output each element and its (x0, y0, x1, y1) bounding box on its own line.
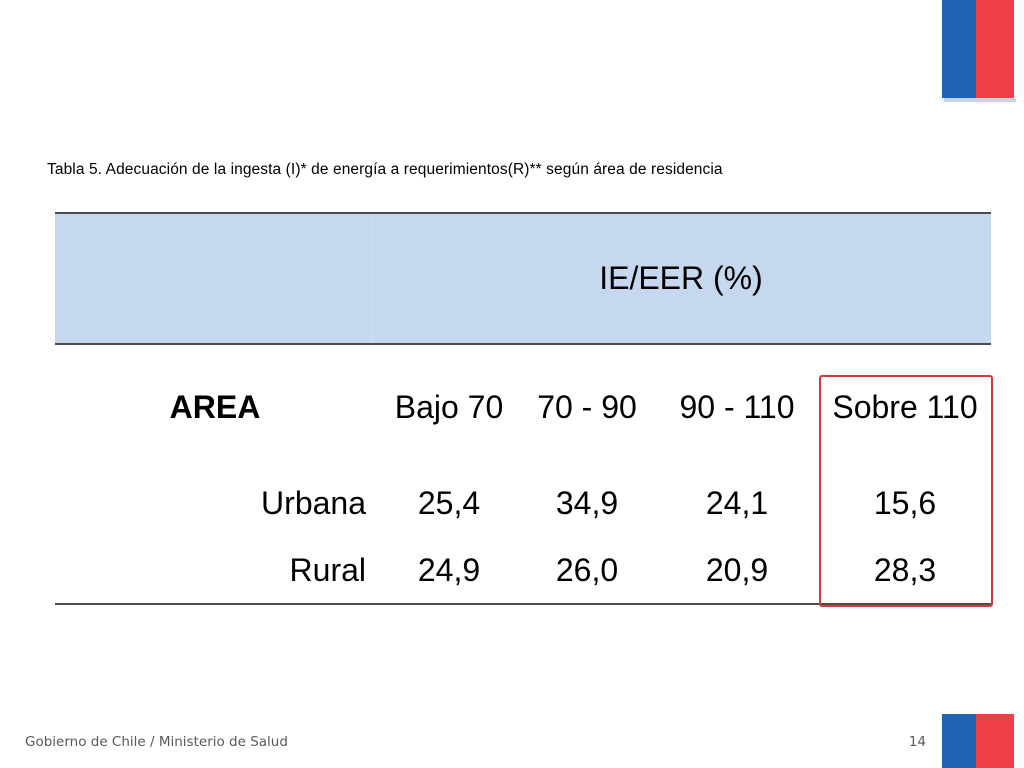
table-cell: 34,9 (555, 485, 619, 521)
table-caption: Tabla 5. Adecuación de la ingesta (I)* d… (47, 161, 723, 178)
footer-text: Gobierno de Chile / Ministerio de Salud (25, 734, 288, 750)
column-header: 90 - 110 (679, 389, 795, 425)
highlight-box-sobre-110 (819, 375, 993, 607)
flag-red-stripe (976, 0, 1014, 98)
column-header: Bajo 70 (394, 389, 504, 425)
chile-flag-logo-top (942, 0, 1016, 102)
flag-blue-stripe (942, 714, 976, 768)
chile-flag-logo-bottom (942, 714, 1014, 768)
table-header-band: IE/EER (%) (55, 212, 991, 345)
row-label: Urbana (261, 485, 366, 521)
flag-red-stripe (976, 714, 1014, 768)
header-divider (371, 214, 372, 343)
table-cell: 28,3 (873, 552, 937, 588)
table-cell: 26,0 (555, 552, 619, 588)
group-header: IE/EER (%) (599, 260, 763, 296)
column-header: 70 - 90 (537, 389, 637, 425)
column-header: Sobre 110 (832, 389, 978, 425)
table-cell: 24,9 (417, 552, 481, 588)
table-bottom-rule (55, 603, 991, 605)
table-cell: 25,4 (417, 485, 481, 521)
table-cell: 24,1 (705, 485, 769, 521)
table-cell: 20,9 (705, 552, 769, 588)
flag-blue-stripe (942, 0, 976, 98)
table-cell: 15,6 (873, 485, 937, 521)
flag-shadow (944, 98, 1016, 102)
page-number: 14 (908, 734, 926, 750)
row-label: Rural (289, 552, 366, 588)
row-header-area: AREA (169, 389, 261, 425)
